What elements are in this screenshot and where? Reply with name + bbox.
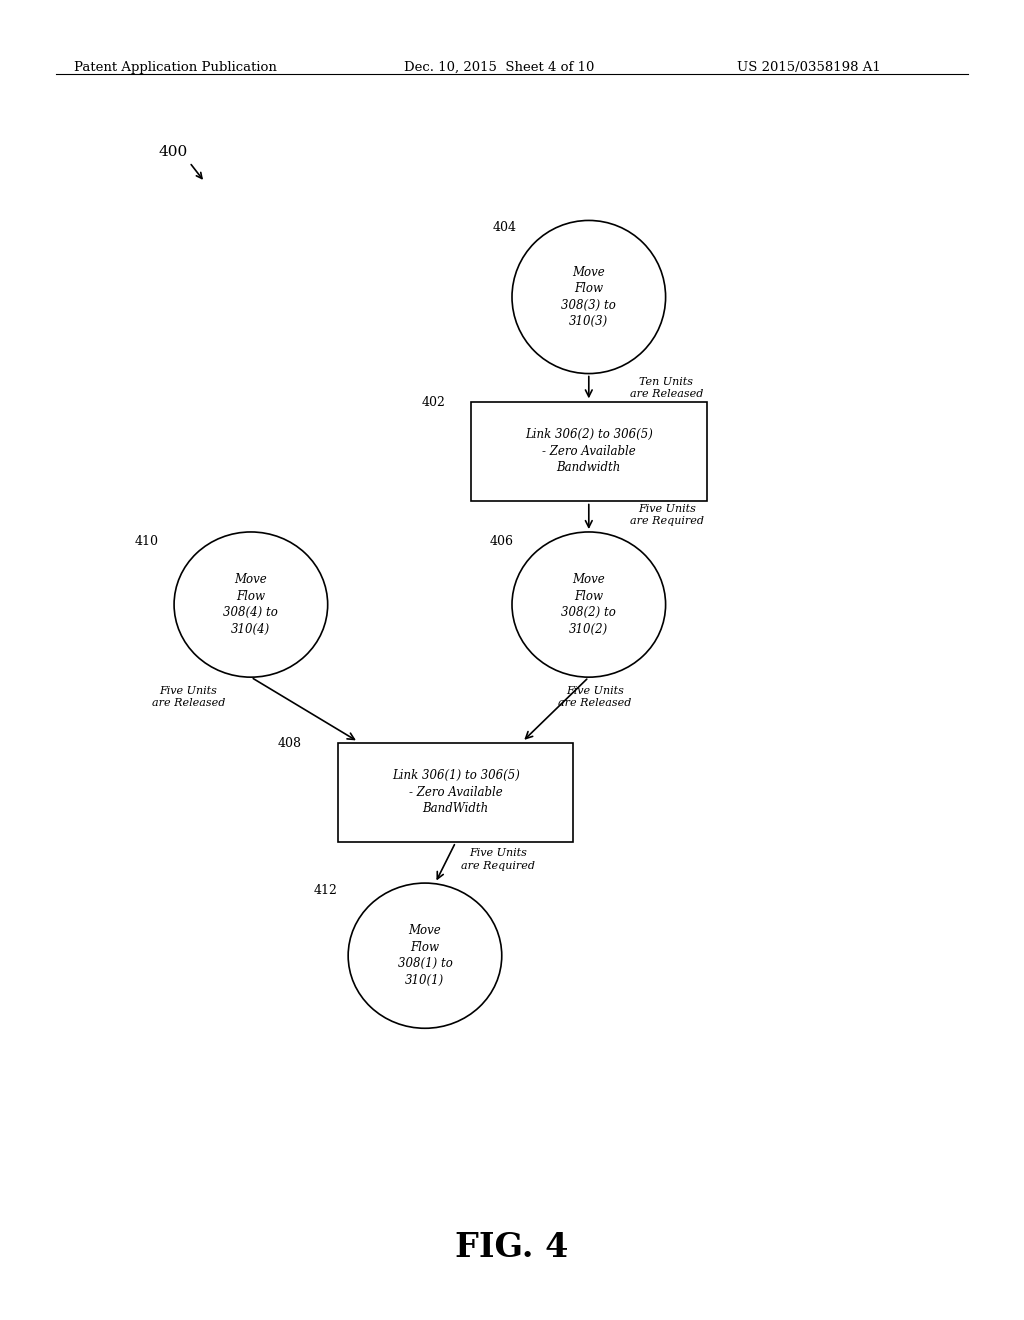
Text: Ten Units
are Released: Ten Units are Released — [630, 378, 703, 399]
Bar — [471, 401, 707, 500]
Text: Dec. 10, 2015  Sheet 4 of 10: Dec. 10, 2015 Sheet 4 of 10 — [404, 61, 595, 74]
Text: 406: 406 — [490, 535, 514, 548]
Bar — [338, 742, 573, 842]
Text: 404: 404 — [494, 220, 517, 234]
Text: Five Units
are Required: Five Units are Required — [461, 849, 535, 870]
Text: 410: 410 — [135, 535, 159, 548]
Text: Five Units
are Required: Five Units are Required — [630, 504, 703, 525]
Text: Five Units
are Released: Five Units are Released — [152, 686, 225, 708]
Text: US 2015/0358198 A1: US 2015/0358198 A1 — [737, 61, 881, 74]
Text: 400: 400 — [159, 145, 188, 158]
Text: 402: 402 — [422, 396, 445, 409]
Text: FIG. 4: FIG. 4 — [456, 1230, 568, 1265]
Text: Patent Application Publication: Patent Application Publication — [74, 61, 276, 74]
Text: 412: 412 — [314, 884, 338, 898]
Text: Five Units
are Released: Five Units are Released — [558, 686, 632, 708]
Text: Move
Flow
308(2) to
310(2): Move Flow 308(2) to 310(2) — [561, 573, 616, 636]
Text: Link 306(1) to 306(5)
- Zero Available
BandWidth: Link 306(1) to 306(5) - Zero Available B… — [392, 770, 519, 814]
Text: Move
Flow
308(4) to
310(4): Move Flow 308(4) to 310(4) — [223, 573, 279, 636]
Text: Move
Flow
308(3) to
310(3): Move Flow 308(3) to 310(3) — [561, 265, 616, 329]
Text: Link 306(2) to 306(5)
- Zero Available
Bandwidth: Link 306(2) to 306(5) - Zero Available B… — [525, 429, 652, 474]
Text: Move
Flow
308(1) to
310(1): Move Flow 308(1) to 310(1) — [397, 924, 453, 987]
Text: 408: 408 — [279, 737, 302, 750]
